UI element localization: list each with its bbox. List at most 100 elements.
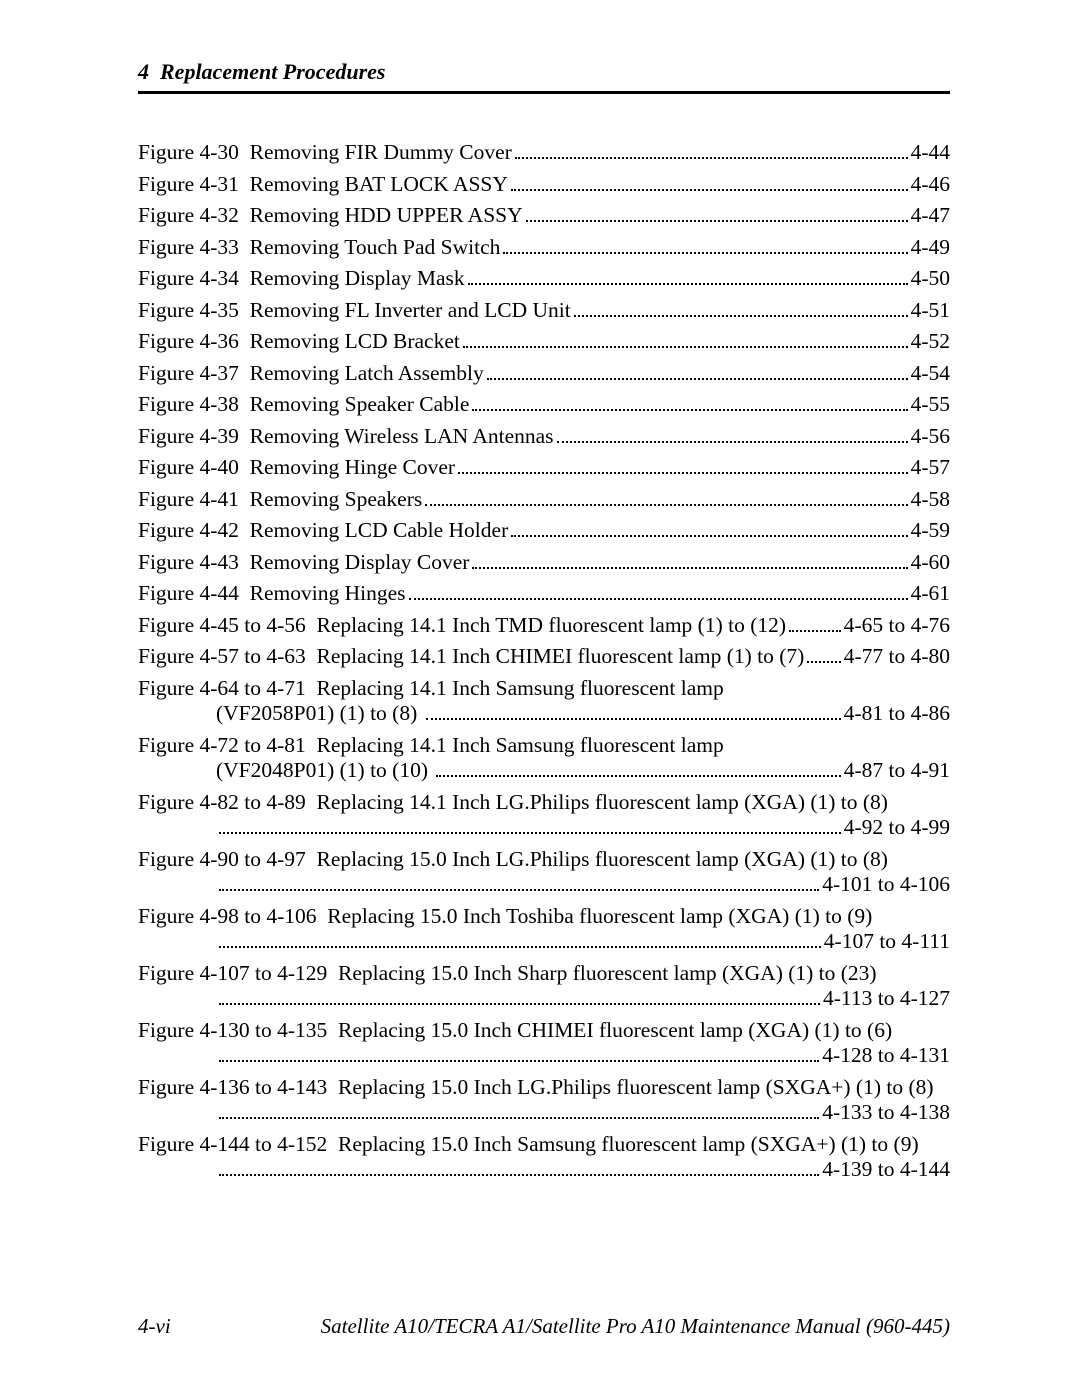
toc-leader-dots [574, 315, 908, 317]
toc-entry: Figure 4-72 to 4-81 Replacing 14.1 Inch … [138, 735, 950, 782]
toc-leader-dots [503, 252, 907, 254]
toc-text: Figure 4-33 Removing Touch Pad Switch [138, 237, 500, 259]
toc-leader-dots [219, 832, 841, 834]
toc-continuation: (VF2058P01) (1) to (8) 4-81 to 4-86 [138, 703, 950, 725]
chapter-number: 4 [138, 59, 149, 84]
toc-text: Figure 4-40 Removing Hinge Cover [138, 457, 455, 479]
toc-line: Figure 4-36 Removing LCD Bracket4-52 [138, 331, 950, 353]
toc-entry: Figure 4-40 Removing Hinge Cover 4-57 [138, 457, 950, 479]
toc-text: Figure 4-39 Removing Wireless LAN Antenn… [138, 426, 554, 448]
toc-text: Figure 4-98 to 4-106 Replacing 15.0 Inch… [138, 906, 872, 928]
toc-line: Figure 4-34 Removing Display Mask4-50 [138, 268, 950, 290]
toc-entry: Figure 4-42 Removing LCD Cable Holder 4-5… [138, 520, 950, 542]
chapter-name: Replacement Procedures [160, 59, 385, 84]
toc-page: 4-60 [911, 552, 950, 574]
toc-line: Figure 4-72 to 4-81 Replacing 14.1 Inch … [138, 735, 950, 757]
toc-line: Figure 4-57 to 4-63 Replacing 14.1 Inch … [138, 646, 950, 668]
toc-line: Figure 4-90 to 4-97 Replacing 15.0 Inch … [138, 849, 950, 871]
page: 4 Replacement Procedures Figure 4-30 Rem… [0, 0, 1080, 1397]
toc-line: Figure 4-64 to 4-71 Replacing 14.1 Inch … [138, 678, 950, 700]
toc-cont-text: (VF2048P01) (1) to (10) [216, 760, 433, 782]
toc-leader-dots [219, 1117, 819, 1119]
toc-continuation: 4-101 to 4-106 [138, 874, 950, 896]
toc-text: Figure 4-64 to 4-71 Replacing 14.1 Inch … [138, 678, 724, 700]
toc-leader-dots [557, 441, 908, 443]
toc-line: Figure 4-33 Removing Touch Pad Switch 4-4… [138, 237, 950, 259]
toc-line: Figure 4-37 Removing Latch Assembly4-54 [138, 363, 950, 385]
toc-leader-dots [789, 630, 841, 632]
toc-continuation: 4-139 to 4-144 [138, 1159, 950, 1181]
toc-entry: Figure 4-90 to 4-97 Replacing 15.0 Inch … [138, 849, 950, 896]
toc-page: 4-87 to 4-91 [844, 760, 950, 782]
toc-page: 4-81 to 4-86 [844, 703, 950, 725]
toc-line: Figure 4-41 Removing Speakers 4-58 [138, 489, 950, 511]
toc-line: Figure 4-82 to 4-89 Replacing 14.1 Inch … [138, 792, 950, 814]
toc-entry: Figure 4-39 Removing Wireless LAN Antenn… [138, 426, 950, 448]
toc-line: Figure 4-130 to 4-135 Replacing 15.0 Inc… [138, 1020, 950, 1042]
toc-text: Figure 4-130 to 4-135 Replacing 15.0 Inc… [138, 1020, 892, 1042]
toc-line: Figure 4-45 to 4-56 Replacing 14.1 Inch … [138, 615, 950, 637]
toc-line: Figure 4-35 Removing FL Inverter and LCD… [138, 300, 950, 322]
toc-page: 4-133 to 4-138 [822, 1102, 950, 1124]
toc-leader-dots [425, 504, 907, 506]
toc-continuation: 4-92 to 4-99 [138, 817, 950, 839]
toc-page: 4-59 [911, 520, 950, 542]
toc-page: 4-44 [911, 142, 950, 164]
toc-page: 4-50 [911, 268, 950, 290]
toc-line: Figure 4-32 Removing HDD UPPER ASSY4-47 [138, 205, 950, 227]
toc-line: Figure 4-30 Removing FIR Dummy Cover4-44 [138, 142, 950, 164]
toc-line: Figure 4-136 to 4-143 Replacing 15.0 Inc… [138, 1077, 950, 1099]
toc-text: Figure 4-90 to 4-97 Replacing 15.0 Inch … [138, 849, 888, 871]
toc-entry: Figure 4-144 to 4-152 Replacing 15.0 Inc… [138, 1134, 950, 1181]
toc-entry: Figure 4-107 to 4-129 Replacing 15.0 Inc… [138, 963, 950, 1010]
toc-entry: Figure 4-35 Removing FL Inverter and LCD… [138, 300, 950, 322]
footer-manual-title: Satellite A10/TECRA A1/Satellite Pro A10… [321, 1314, 950, 1339]
toc-entry: Figure 4-57 to 4-63 Replacing 14.1 Inch … [138, 646, 950, 668]
toc-leader-dots [511, 535, 907, 537]
toc-line: Figure 4-107 to 4-129 Replacing 15.0 Inc… [138, 963, 950, 985]
toc-text: Figure 4-42 Removing LCD Cable Holder [138, 520, 508, 542]
toc-page: 4-54 [911, 363, 950, 385]
toc-leader-dots [468, 283, 908, 285]
toc-page: 4-56 [911, 426, 950, 448]
toc-line: Figure 4-40 Removing Hinge Cover 4-57 [138, 457, 950, 479]
toc-text: Figure 4-144 to 4-152 Replacing 15.0 Inc… [138, 1134, 919, 1156]
toc-text: Figure 4-72 to 4-81 Replacing 14.1 Inch … [138, 735, 724, 757]
toc-page: 4-113 to 4-127 [823, 988, 950, 1010]
table-of-figures: Figure 4-30 Removing FIR Dummy Cover4-44… [138, 142, 950, 1181]
toc-leader-dots [472, 567, 907, 569]
toc-line: Figure 4-98 to 4-106 Replacing 15.0 Inch… [138, 906, 950, 928]
toc-line: Figure 4-44 Removing Hinges4-61 [138, 583, 950, 605]
chapter-header: 4 Replacement Procedures [138, 59, 950, 94]
toc-entry: Figure 4-30 Removing FIR Dummy Cover4-44 [138, 142, 950, 164]
toc-page: 4-57 [911, 457, 950, 479]
toc-line: Figure 4-31 Removing BAT LOCK ASSY4-46 [138, 174, 950, 196]
toc-entry: Figure 4-38 Removing Speaker Cable4-55 [138, 394, 950, 416]
toc-entry: Figure 4-37 Removing Latch Assembly4-54 [138, 363, 950, 385]
toc-page: 4-107 to 4-111 [824, 931, 950, 953]
toc-page: 4-52 [911, 331, 950, 353]
toc-entry: Figure 4-43 Removing Display Cover 4-60 [138, 552, 950, 574]
toc-page: 4-49 [911, 237, 950, 259]
toc-leader-dots [515, 157, 908, 159]
toc-leader-dots [463, 346, 908, 348]
toc-page: 4-65 to 4-76 [844, 615, 950, 637]
toc-continuation: 4-113 to 4-127 [138, 988, 950, 1010]
toc-leader-dots [807, 661, 840, 663]
toc-leader-dots [487, 378, 908, 380]
toc-text: Figure 4-43 Removing Display Cover [138, 552, 469, 574]
toc-leader-dots [219, 889, 819, 891]
toc-text: Figure 4-41 Removing Speakers [138, 489, 422, 511]
toc-entry: Figure 4-136 to 4-143 Replacing 15.0 Inc… [138, 1077, 950, 1124]
toc-leader-dots [219, 1060, 819, 1062]
toc-entry: Figure 4-32 Removing HDD UPPER ASSY4-47 [138, 205, 950, 227]
toc-entry: Figure 4-98 to 4-106 Replacing 15.0 Inch… [138, 906, 950, 953]
toc-continuation: (VF2048P01) (1) to (10) 4-87 to 4-91 [138, 760, 950, 782]
toc-leader-dots [426, 718, 841, 720]
toc-text: Figure 4-35 Removing FL Inverter and LCD… [138, 300, 571, 322]
toc-entry: Figure 4-33 Removing Touch Pad Switch 4-4… [138, 237, 950, 259]
toc-entry: Figure 4-64 to 4-71 Replacing 14.1 Inch … [138, 678, 950, 725]
toc-text: Figure 4-44 Removing Hinges [138, 583, 406, 605]
toc-page: 4-58 [911, 489, 950, 511]
toc-line: Figure 4-39 Removing Wireless LAN Antenn… [138, 426, 950, 448]
